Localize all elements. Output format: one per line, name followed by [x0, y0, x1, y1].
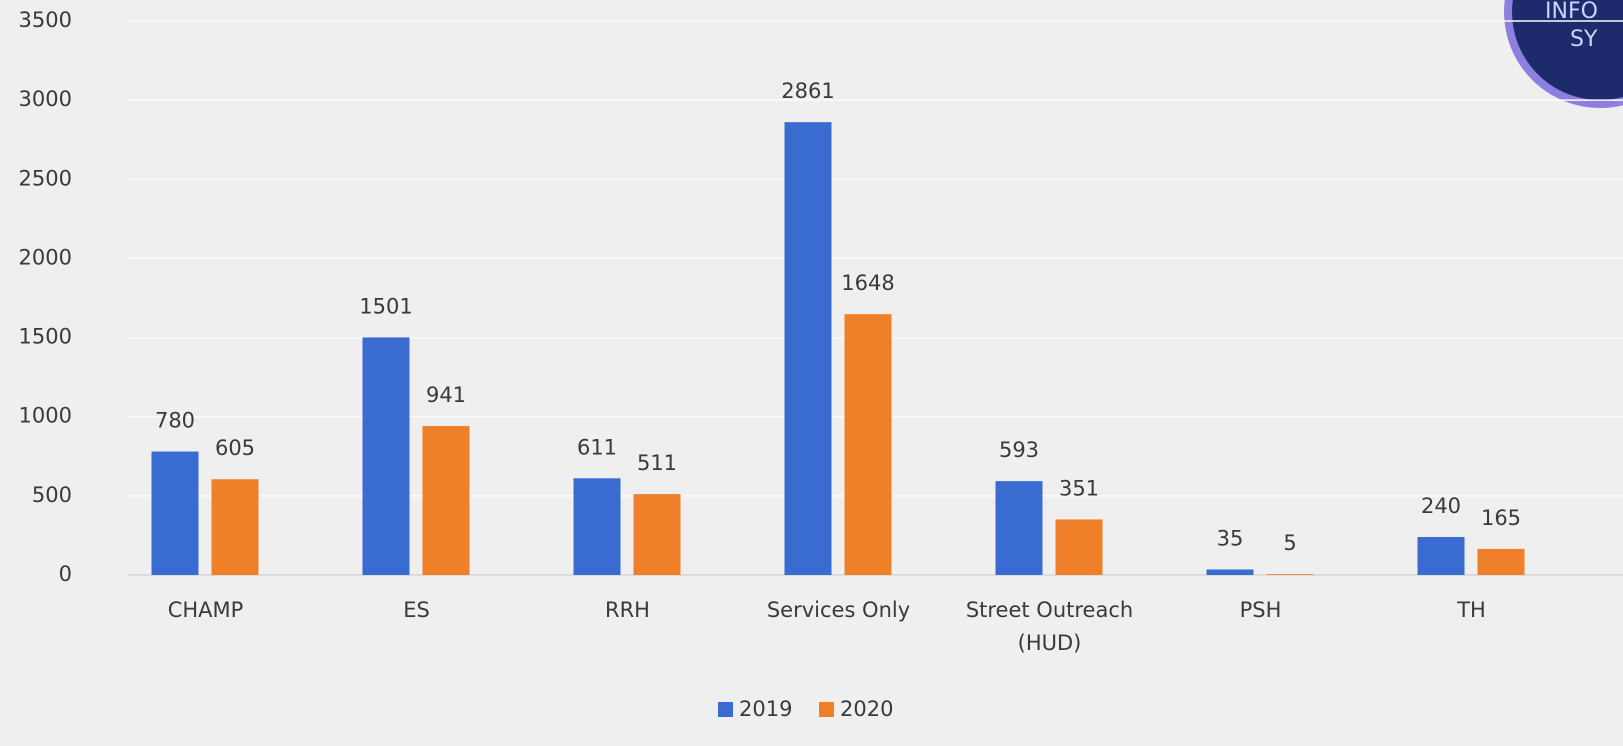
data-label: 593 [999, 438, 1039, 462]
data-label: 511 [637, 451, 677, 475]
x-tick-label: Street Outreach (HUD) [965, 598, 1134, 655]
data-label: 5 [1283, 531, 1296, 555]
data-label: 2861 [781, 79, 834, 103]
bar [1055, 519, 1103, 575]
legend-label: 2019 [739, 697, 792, 721]
legend-swatch [819, 702, 834, 717]
logo-text: INFO [1545, 0, 1598, 24]
bar [151, 451, 199, 575]
legend-swatch [718, 702, 733, 717]
logo [1504, 0, 1623, 108]
y-tick-label: 3000 [19, 87, 72, 111]
y-tick-label: 2500 [19, 166, 72, 190]
y-tick-label: 1500 [19, 325, 72, 349]
bar [1477, 548, 1525, 575]
y-tick-label: 3500 [19, 8, 72, 32]
x-tick-label: ES [403, 598, 430, 622]
bar [1206, 569, 1254, 575]
data-label: 35 [1217, 526, 1244, 550]
bar [1417, 537, 1465, 575]
bar [573, 478, 621, 575]
x-tick-label: CHAMP [167, 598, 244, 622]
data-label: 611 [577, 435, 617, 459]
data-label: 351 [1059, 476, 1099, 500]
y-tick-label: 0 [59, 562, 72, 586]
y-tick-label: 1000 [19, 404, 72, 428]
data-label: 780 [155, 409, 195, 433]
bar [362, 337, 410, 575]
logo-text: SY [1570, 27, 1598, 52]
bar [844, 314, 892, 575]
bar [633, 494, 681, 575]
y-tick-label: 2000 [19, 245, 72, 269]
x-tick-label: Services Only [766, 598, 911, 622]
data-label: 605 [215, 436, 255, 460]
data-label: 941 [426, 383, 466, 407]
x-tick-label: RRH [605, 598, 650, 622]
data-label: 1648 [841, 271, 894, 295]
bar [211, 479, 259, 575]
data-label: 240 [1421, 494, 1461, 518]
bar [422, 426, 470, 575]
bar [1266, 574, 1314, 575]
x-tick-label: TH [1457, 598, 1486, 622]
bar [995, 481, 1043, 575]
data-label: 1501 [359, 294, 412, 318]
y-tick-label: 500 [32, 483, 72, 507]
legend-label: 2020 [840, 697, 893, 721]
x-tick-label: PSH [1239, 598, 1282, 622]
bar [784, 122, 832, 576]
data-label: 165 [1481, 506, 1521, 530]
